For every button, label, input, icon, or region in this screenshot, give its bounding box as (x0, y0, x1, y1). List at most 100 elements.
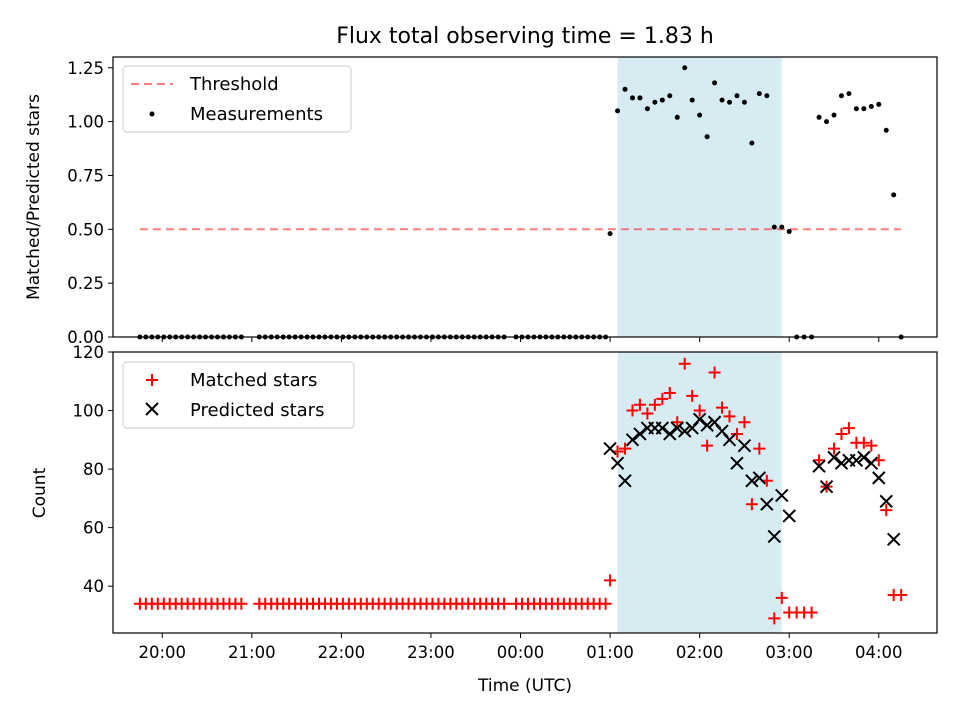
measurements-point (712, 80, 718, 86)
measurements-point (719, 97, 725, 103)
y-tick-label: 0.75 (67, 166, 104, 185)
predicted-stars-point (819, 479, 834, 494)
predicted-stars-point (782, 509, 796, 523)
measurements-point (741, 99, 747, 105)
matched-stars-point (663, 386, 676, 399)
measurements-point (697, 112, 703, 118)
matched-stars-point (656, 392, 669, 405)
x-tick-label: 01:00 (586, 643, 634, 662)
predicted-stars-point (655, 421, 670, 435)
matched-stars-point (716, 401, 729, 414)
matched-stars-point (753, 442, 766, 455)
measurements-point (853, 106, 859, 112)
y-tick-label: 0.25 (67, 274, 104, 293)
measurements-point (868, 104, 874, 110)
y-tick-label: 80 (83, 460, 104, 479)
measurements-point (629, 95, 635, 101)
matched-stars-point (678, 357, 691, 370)
matched-stars-point (633, 398, 646, 411)
predicted-stars-point (834, 456, 849, 470)
matched-stars-point (599, 597, 612, 610)
x-tick-label: 02:00 (676, 643, 724, 662)
matched-stars-point (619, 442, 632, 455)
x-tick-label: 04:00 (855, 643, 903, 662)
predicted-stars-point (887, 532, 901, 547)
y-tick-label: 40 (83, 577, 104, 596)
measurements-point (652, 99, 658, 105)
matched-stars-point (693, 404, 706, 417)
matched-stars-point (648, 398, 661, 411)
chart-title: Flux total observing time = 1.83 h (336, 24, 714, 49)
measurements-point (756, 91, 762, 97)
predicted-stars-point (670, 421, 684, 435)
count-points (133, 357, 908, 625)
matched-stars-point (701, 439, 714, 452)
matched-stars-point (857, 436, 870, 449)
matched-stars-point (813, 454, 826, 467)
x-axis-label: Time (UTC) (477, 676, 572, 696)
matched-stars-point (865, 439, 878, 452)
matched-stars-point (745, 498, 758, 511)
x-tick-label: 22:00 (318, 643, 366, 662)
measurements-point (771, 224, 777, 230)
measurements-point (861, 106, 867, 112)
predicted-stars-point (849, 453, 864, 468)
matched-stars-legend-swatch (146, 374, 158, 386)
count-y-axis-label: Count (30, 467, 50, 518)
measurements-point (764, 93, 770, 99)
matched-stars-point (828, 442, 840, 455)
x-tick-label: 20:00 (138, 643, 186, 662)
matched-stars-point (805, 606, 818, 619)
predicted-stars-point (603, 441, 617, 456)
predicted-stars-point (872, 471, 886, 485)
measurements-point (779, 224, 785, 230)
matched-stars-point (835, 427, 848, 440)
measurements-point (824, 119, 830, 125)
predicted-stars-legend-swatch (145, 402, 159, 416)
predicted-stars-point (625, 433, 640, 447)
predicted-stars-legend-label: Predicted stars (190, 400, 324, 421)
predicted-stars-point (767, 529, 781, 544)
x-tick-label: 03:00 (765, 643, 813, 662)
y-tick-label: 1.25 (67, 59, 104, 78)
count-x-ticks: 20:00 21:00 22:00 23:00 00:00 01:00 02:00 03:00… (138, 633, 903, 662)
matched-stars-point (775, 591, 788, 604)
ratio-legend-box (122, 65, 352, 133)
y-tick-label: 100 (73, 402, 105, 421)
matched-stars-point (235, 597, 248, 610)
matched-stars-point (895, 588, 908, 601)
predicted-stars-point (857, 450, 871, 465)
y-tick-label: 120 (73, 343, 105, 362)
matched-stars-point (730, 427, 743, 440)
matched-stars-legend-label: Matched stars (190, 370, 317, 391)
predicted-stars-point (618, 474, 632, 488)
measurements-point (816, 114, 822, 120)
measurements-point (667, 93, 673, 99)
predicted-stars-point (730, 456, 744, 470)
measurements-legend-label: Measurements (190, 104, 323, 125)
predicted-stars-point (879, 494, 893, 508)
predicted-stars-point (812, 459, 826, 473)
matched-stars-point (626, 404, 639, 417)
measurements-point (876, 101, 882, 107)
measurements-point (659, 97, 665, 103)
predicted-stars-point (864, 456, 879, 470)
ratio-y-axis-label: Matched/Predicted stars (24, 94, 44, 300)
measurements-point (734, 93, 740, 99)
predicted-stars-point (752, 471, 767, 485)
measurements-point (615, 108, 621, 114)
matched-stars-point (641, 407, 654, 420)
measurements-point (846, 91, 852, 97)
matched-stars-point (723, 410, 736, 423)
measurements-point (831, 112, 837, 118)
matched-stars-point (842, 422, 855, 435)
threshold-legend-label: Threshold (189, 74, 279, 95)
matched-stars-point (768, 612, 781, 625)
count-legend: Matched stars Predicted stars (122, 361, 355, 429)
measurements-point (883, 127, 889, 133)
ratio-legend: Threshold Measurements (122, 65, 352, 133)
count-y-ticks: 40 60 80 100 120 (73, 343, 113, 596)
predicted-stars-point (737, 438, 752, 453)
matched-stars-point (708, 366, 721, 379)
